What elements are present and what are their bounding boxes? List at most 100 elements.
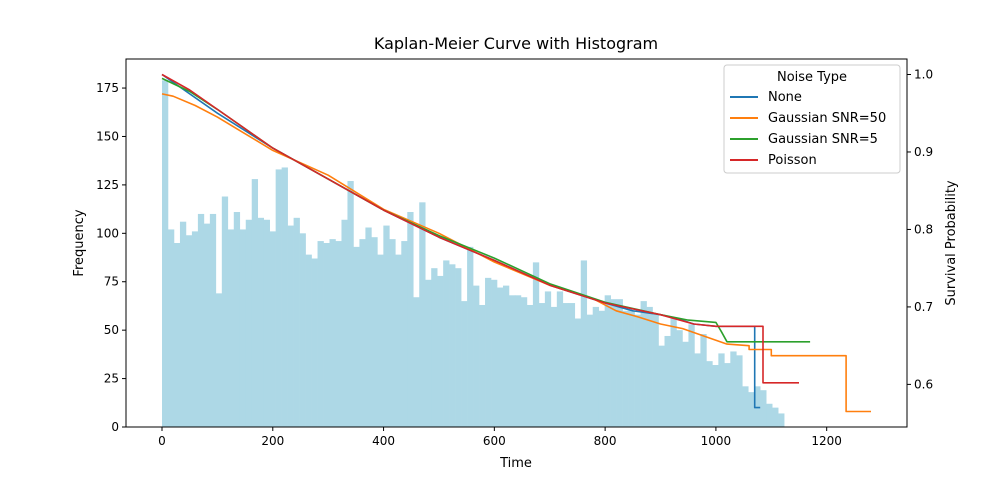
histogram-bar bbox=[682, 341, 689, 427]
y-axis-left: 0 25 50 75 100 125 150 175 bbox=[96, 81, 126, 434]
histogram-bar bbox=[610, 299, 617, 427]
histogram-bar bbox=[215, 293, 223, 427]
histogram-bar bbox=[508, 295, 516, 427]
histogram-bar bbox=[431, 268, 438, 427]
histogram-bar bbox=[425, 279, 432, 427]
histogram-bar bbox=[502, 285, 510, 427]
histogram-bar bbox=[646, 306, 653, 427]
histogram-bar bbox=[353, 246, 360, 427]
histogram-bar bbox=[389, 239, 396, 427]
histogram-bar bbox=[676, 330, 683, 427]
histogram-bar bbox=[700, 334, 707, 427]
histogram-bar bbox=[640, 301, 647, 427]
histogram-bar bbox=[574, 318, 582, 427]
x-tick-label: 600 bbox=[483, 434, 506, 448]
histogram-bar bbox=[550, 306, 558, 427]
histogram-bar bbox=[760, 390, 767, 427]
histogram-bar bbox=[544, 291, 552, 427]
survival-curves bbox=[161, 73, 871, 413]
histogram-bar bbox=[730, 351, 737, 427]
histogram-bar bbox=[604, 295, 611, 427]
histogram-bar bbox=[407, 212, 414, 427]
histogram-bar bbox=[658, 345, 665, 427]
histogram-bar bbox=[736, 355, 743, 427]
series-line-poisson bbox=[161, 73, 799, 384]
chart-title: Kaplan-Meier Curve with Histogram bbox=[374, 34, 658, 53]
histogram-bar bbox=[580, 260, 588, 427]
histogram-bar bbox=[778, 413, 785, 427]
histogram-bar bbox=[443, 260, 450, 427]
histogram-bar bbox=[173, 243, 181, 427]
histogram-bar bbox=[568, 303, 576, 427]
histogram-bar bbox=[616, 299, 623, 427]
x-tick-label: 0 bbox=[158, 434, 166, 448]
histogram-bar bbox=[742, 386, 749, 427]
histogram-bar bbox=[688, 324, 695, 427]
histogram-bar bbox=[628, 310, 635, 427]
histogram-bar bbox=[305, 254, 312, 427]
y-tick-label: 75 bbox=[104, 275, 119, 289]
histogram-bar bbox=[437, 275, 444, 427]
legend-box bbox=[723, 64, 901, 174]
histogram-bar bbox=[748, 392, 755, 427]
histogram-bar bbox=[371, 237, 378, 427]
series-line-gaussian-snr-50 bbox=[161, 93, 871, 413]
histogram-bar bbox=[622, 310, 629, 427]
histogram-bar bbox=[526, 304, 534, 427]
histogram-bar bbox=[706, 361, 713, 427]
histogram-bar bbox=[245, 219, 253, 427]
histogram-bar bbox=[323, 243, 330, 427]
histogram-bar bbox=[311, 258, 318, 427]
histogram-bar bbox=[275, 169, 282, 427]
x-tick-label: 400 bbox=[372, 434, 395, 448]
histogram-bar bbox=[257, 217, 264, 427]
histogram-bar bbox=[197, 213, 205, 427]
legend-label: Gaussian SNR=50 bbox=[768, 111, 886, 126]
histogram-bar bbox=[652, 314, 659, 427]
y-tick-label: 125 bbox=[96, 178, 119, 192]
histogram-bar bbox=[329, 239, 336, 427]
y-axis-right: 0.6 0.7 0.8 0.9 1.0 bbox=[907, 67, 933, 391]
y-tick-label: 0 bbox=[111, 420, 119, 434]
y2-tick-label: 0.6 bbox=[914, 377, 933, 391]
histogram-bar bbox=[293, 217, 300, 427]
histogram-bar bbox=[269, 231, 276, 427]
plot-frame bbox=[125, 58, 908, 428]
x-axis: 0 200 400 600 800 1000 1200 bbox=[158, 427, 842, 448]
histogram-bar bbox=[365, 227, 372, 427]
histogram-bar bbox=[532, 262, 540, 427]
histogram-bar bbox=[395, 254, 402, 427]
y2-axis-label: Survival Probability bbox=[944, 180, 959, 306]
histogram-bar bbox=[209, 213, 217, 427]
histogram-bar bbox=[162, 80, 169, 427]
x-tick-label: 200 bbox=[261, 434, 284, 448]
histogram-bar bbox=[347, 181, 354, 427]
histogram-bar bbox=[520, 297, 528, 427]
histogram-bar bbox=[221, 196, 229, 427]
histogram-bar bbox=[401, 241, 408, 427]
histogram-bar bbox=[167, 229, 175, 427]
legend-label: None bbox=[768, 90, 802, 105]
histogram-bar bbox=[479, 304, 486, 427]
legend-label: Gaussian SNR=5 bbox=[768, 132, 878, 147]
y-tick-label: 50 bbox=[104, 323, 119, 337]
histogram-bar bbox=[664, 335, 671, 427]
histogram-bar bbox=[227, 229, 235, 427]
histogram-bar bbox=[317, 241, 324, 427]
histogram-bar bbox=[712, 365, 719, 427]
histogram-bar bbox=[341, 219, 348, 427]
histogram-bar bbox=[383, 225, 390, 427]
histogram-bar bbox=[497, 287, 504, 427]
histogram-bar bbox=[455, 268, 462, 427]
histogram-bar bbox=[377, 254, 384, 427]
y-tick-label: 25 bbox=[104, 372, 119, 386]
histogram-bar bbox=[419, 202, 426, 427]
histogram-bar bbox=[299, 233, 306, 427]
legend-label: Poisson bbox=[768, 153, 817, 168]
histogram-bar bbox=[694, 353, 701, 427]
y2-tick-label: 0.7 bbox=[914, 300, 933, 314]
y-tick-label: 100 bbox=[96, 226, 119, 240]
histogram-bar bbox=[251, 179, 259, 427]
legend: Noise Type None Gaussian SNR=50 Gaussian S… bbox=[723, 64, 901, 174]
x-tick-label: 1000 bbox=[701, 434, 732, 448]
